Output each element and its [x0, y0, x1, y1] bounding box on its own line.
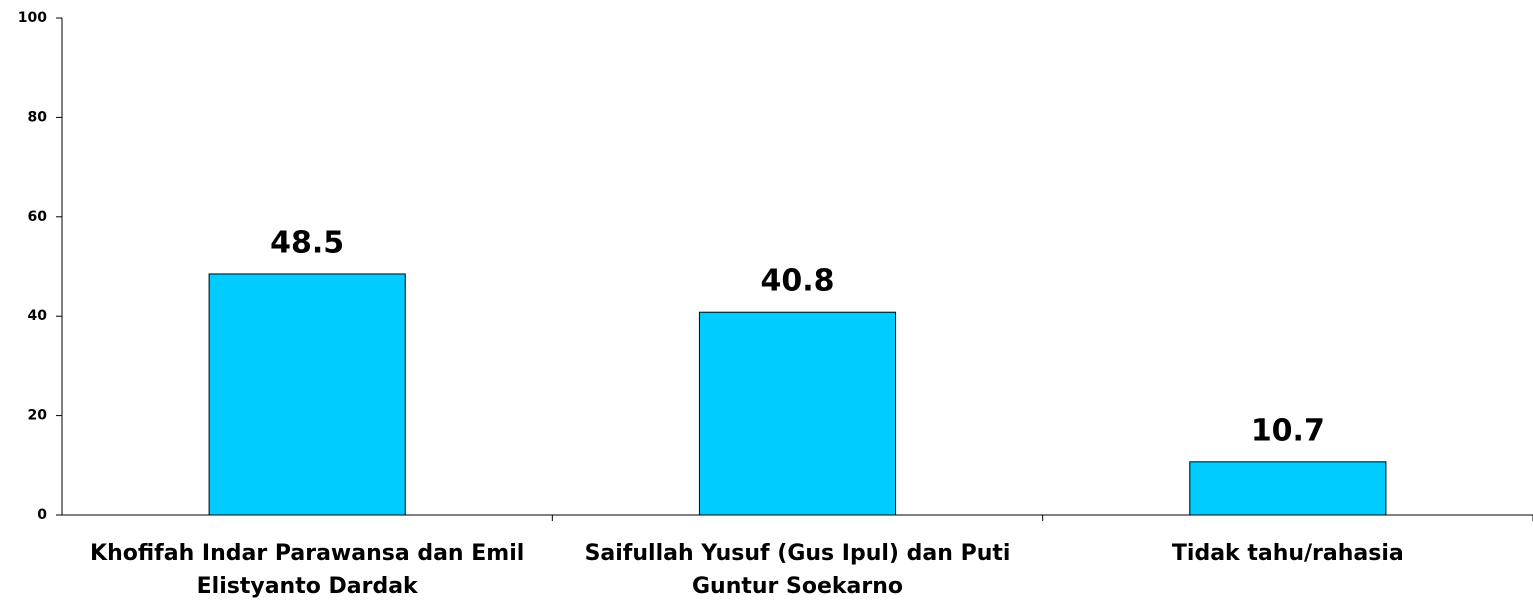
x-tick-label: Saifullah Yusuf (Gus Ipul) dan Puti Gunt…: [584, 541, 1011, 599]
y-tick-label: 20: [28, 408, 48, 424]
y-tick-label: 80: [28, 109, 48, 125]
bar: [208, 273, 406, 516]
y-tick-label: 100: [18, 10, 47, 26]
x-tick-label: Khofifah Indar Parawansa dan Emil Elisty…: [90, 541, 525, 599]
y-tick-label: 0: [37, 507, 47, 523]
value-label: 48.5: [270, 225, 344, 260]
value-label: 10.7: [1251, 413, 1325, 448]
bar: [1189, 461, 1387, 516]
y-tick-label: 40: [28, 308, 48, 324]
value-label: 40.8: [760, 264, 834, 299]
bar: [698, 311, 897, 516]
y-tick-label: 60: [28, 209, 48, 225]
x-tick-label: Tidak tahu/rahasia: [1171, 541, 1404, 566]
